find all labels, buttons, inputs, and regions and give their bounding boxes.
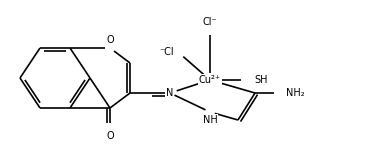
- Text: Cu²⁺: Cu²⁺: [199, 75, 221, 85]
- Text: N: N: [166, 88, 174, 98]
- Text: NH: NH: [203, 115, 217, 125]
- Text: SH: SH: [254, 75, 268, 85]
- Text: O: O: [106, 35, 114, 45]
- Text: O: O: [106, 131, 114, 141]
- Text: Cl⁻: Cl⁻: [203, 17, 217, 27]
- Text: ⁻Cl: ⁻Cl: [159, 47, 174, 57]
- Text: NH₂: NH₂: [286, 88, 305, 98]
